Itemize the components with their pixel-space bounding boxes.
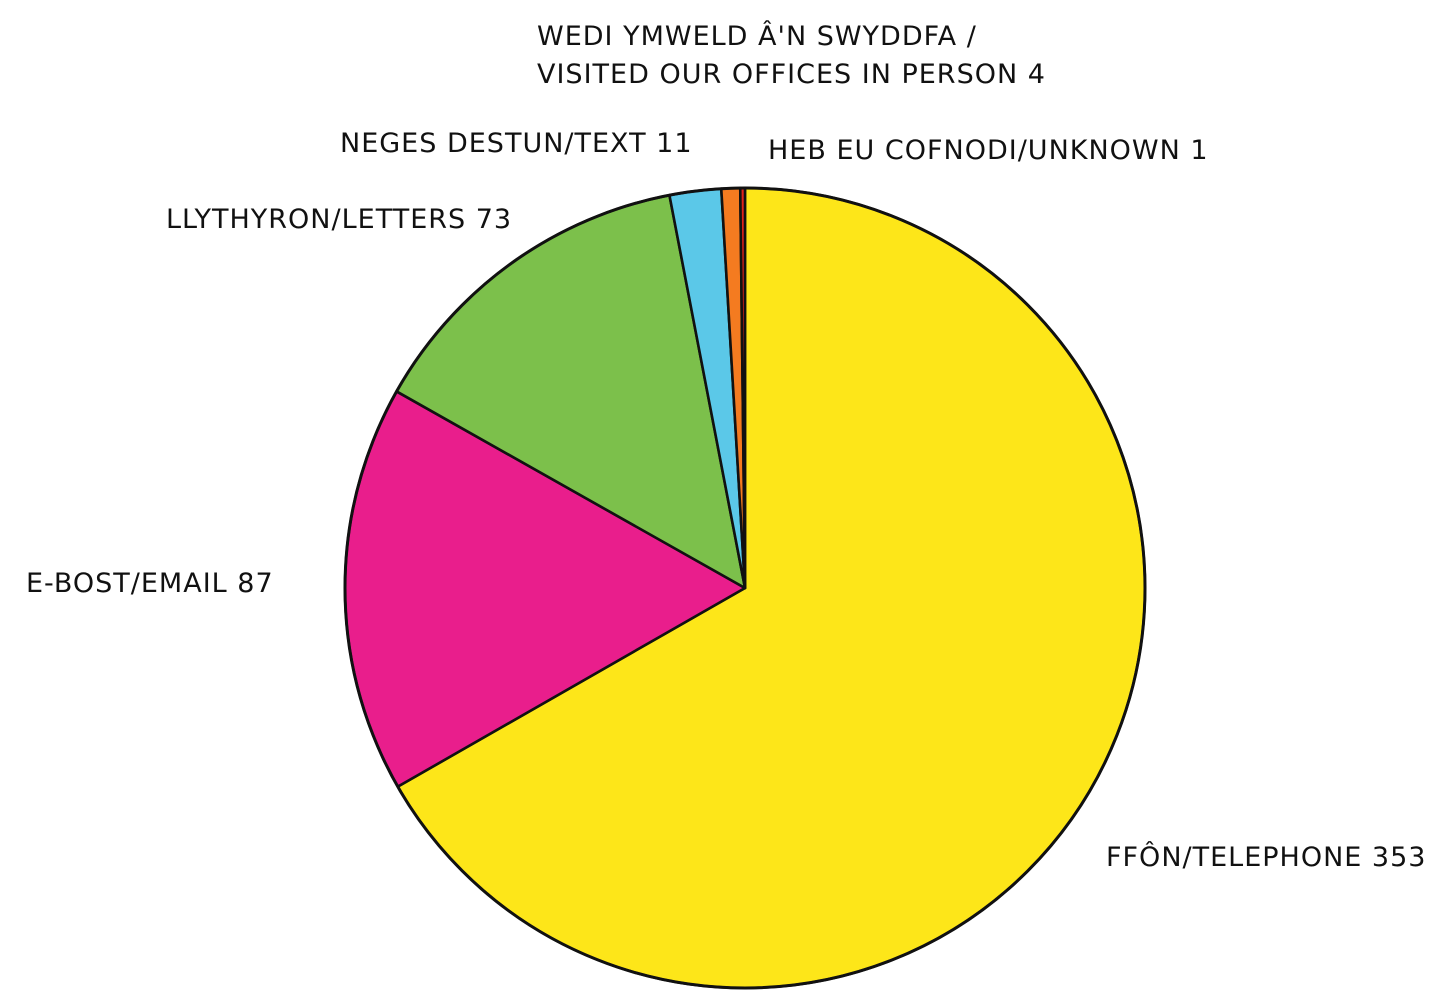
slice-label-email: E-BOST/EMAIL 87 xyxy=(26,568,274,599)
slice-label-visited-line-2: VISITED OUR OFFICES IN PERSON 4 xyxy=(537,59,1046,90)
slice-label-telephone: FFÔN/TELEPHONE 353 xyxy=(1106,841,1426,873)
pie-outline xyxy=(343,186,1147,990)
slice-label-visited-line-1: WEDI YMWELD Â'N SWYDDFA / xyxy=(537,20,977,52)
pie-slices xyxy=(343,186,1147,990)
slice-label-unknown: HEB EU COFNODI/UNKNOWN 1 xyxy=(768,135,1209,166)
slice-label-text: NEGES DESTUN/TEXT 11 xyxy=(340,128,693,159)
slice-label-letters: LLYTHYRON/LETTERS 73 xyxy=(166,204,512,235)
